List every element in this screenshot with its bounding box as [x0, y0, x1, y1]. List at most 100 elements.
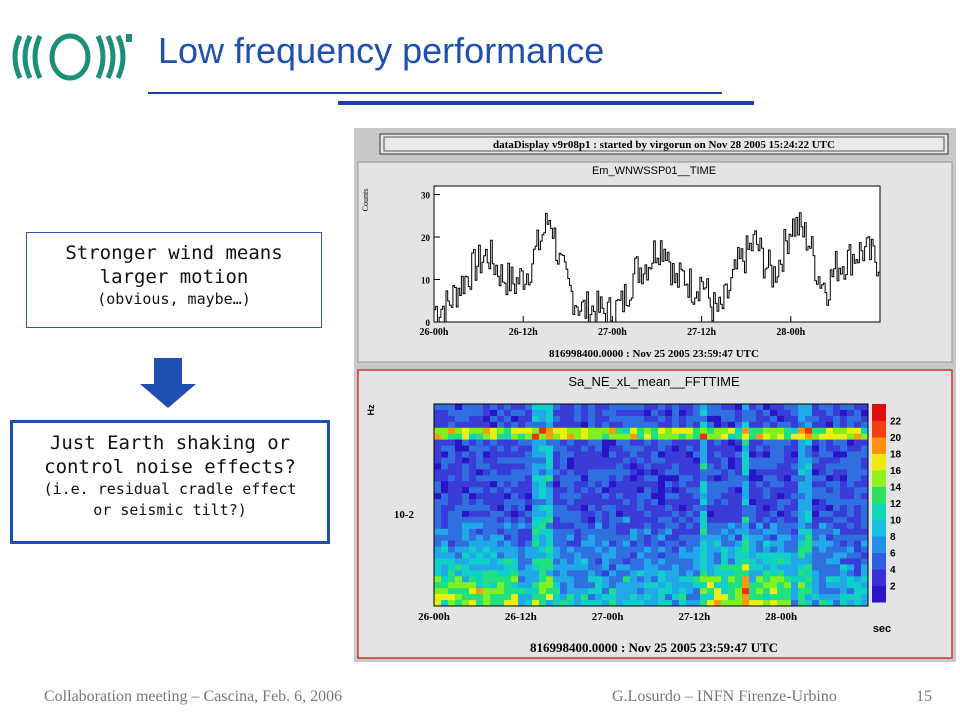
spectrogram-cell [819, 558, 827, 565]
spectrogram-cell [455, 534, 463, 541]
spectrogram-cell [448, 445, 456, 452]
box2-line3: (i.e. residual cradle effect [43, 480, 297, 498]
spectrogram-cell [651, 404, 659, 411]
spectrogram-cell [567, 522, 575, 530]
spectrogram-cell [798, 552, 806, 559]
spectrogram-cell [777, 451, 785, 458]
spectrogram-cell [553, 427, 561, 435]
spectrogram-cell [546, 463, 554, 470]
spectrogram-cell [749, 576, 757, 583]
spectrogram-cell [791, 570, 799, 577]
spectrogram-cell [714, 475, 722, 482]
spectrogram-cell [574, 546, 582, 553]
spectrogram-cell [497, 552, 505, 559]
spectrogram-cell [777, 463, 785, 470]
spectrogram-cell [483, 570, 491, 577]
spectrogram-cell [623, 457, 631, 464]
spectrogram-cell [518, 463, 526, 470]
spectrogram-cell [602, 487, 610, 494]
spectrogram-cell [518, 427, 526, 435]
spectrogram-cell [553, 528, 561, 536]
spectrogram-cell [469, 582, 477, 589]
spectrogram-cell [504, 510, 512, 518]
spectrogram-cell [511, 546, 519, 553]
spectrogram-cell [658, 433, 666, 440]
spectrogram-cell [679, 445, 687, 452]
spectrogram-cell [658, 404, 666, 411]
spectrogram-cell [448, 546, 456, 553]
spectrogram-cell [721, 570, 729, 577]
box1-line2: larger motion [99, 266, 249, 288]
spectrogram-cell [812, 463, 820, 470]
spectrogram-cell [588, 552, 596, 559]
spectrogram-cell [784, 600, 792, 607]
spectrogram-cell [511, 499, 519, 506]
spectrogram-cell [595, 516, 603, 524]
spectrogram-cell [546, 499, 554, 506]
spectrogram-cell [700, 451, 708, 458]
spectrogram-cell [462, 475, 470, 482]
spectrogram-cell [637, 427, 645, 435]
spectrogram-cell [567, 463, 575, 470]
spectrogram-cell [763, 487, 771, 494]
spectrogram-cell [434, 409, 442, 417]
spectrogram-cell [560, 493, 568, 500]
spectrogram-cell [588, 481, 596, 488]
spectrogram-cell [616, 582, 624, 589]
spectrogram-cell [819, 427, 827, 435]
spectrogram-cell [560, 427, 568, 435]
spectrogram-cell [742, 481, 750, 488]
spectrogram-cell [553, 564, 561, 571]
footer-author: G.Losurdo – INFN Firenze-Urbino [612, 688, 837, 705]
spectrogram-cell [707, 570, 715, 577]
spectrogram-cell [693, 516, 701, 524]
spectrogram-cell [609, 493, 617, 500]
spectrogram-cell [511, 445, 519, 452]
spectrogram-cell [602, 540, 610, 547]
spectrogram-cell [490, 493, 498, 500]
spectrogram-cell [679, 510, 687, 518]
spectrogram-cell [756, 582, 764, 589]
spectrogram-cell [861, 582, 869, 589]
spectrogram-cell [812, 475, 820, 482]
spectrogram-cell [784, 445, 792, 452]
spectrogram-cell [581, 415, 589, 423]
spectrogram-cell [805, 564, 813, 571]
spectrogram-cell [630, 558, 638, 565]
spectrogram-cell [441, 481, 449, 488]
spectrogram-cell [749, 481, 757, 488]
spectrogram-cell [567, 481, 575, 488]
spectrogram-cell [672, 594, 680, 601]
spectrogram-cell [784, 469, 792, 476]
spectrogram-cell [623, 433, 631, 440]
spectrogram-cell [805, 534, 813, 541]
spectrogram-cell [693, 510, 701, 518]
spectrogram-cell [595, 540, 603, 547]
spectrogram-cell [693, 463, 701, 470]
spectrogram-cell [805, 433, 813, 440]
spectrogram-cell [518, 415, 526, 423]
spectrogram-cell [623, 427, 631, 435]
spectrogram-cell [700, 558, 708, 565]
spectrogram-cell [798, 600, 806, 607]
spectrogram-cell [714, 404, 722, 411]
spectrogram-cell [665, 493, 673, 500]
spectrogram-cell [574, 516, 582, 524]
spectrogram-cell [623, 570, 631, 577]
spectrogram-cell [665, 564, 673, 571]
spectrogram-cell [441, 404, 449, 411]
spectrogram-cell [679, 451, 687, 458]
spectrogram-cell [511, 528, 519, 536]
spectrogram-cell [490, 540, 498, 547]
spectrogram-cell [623, 564, 631, 571]
spectrogram-cell [784, 540, 792, 547]
spectrogram-cell [532, 582, 540, 589]
spectrogram-cell [658, 421, 666, 429]
spectrogram-cell [511, 433, 519, 440]
spectrogram-cell [469, 546, 477, 553]
spectrogram-cell [833, 427, 841, 435]
spectrogram-cell [721, 469, 729, 476]
spectrogram-cell [819, 404, 827, 411]
spectrogram-cell [672, 588, 680, 595]
spectrogram-cell [532, 505, 540, 512]
